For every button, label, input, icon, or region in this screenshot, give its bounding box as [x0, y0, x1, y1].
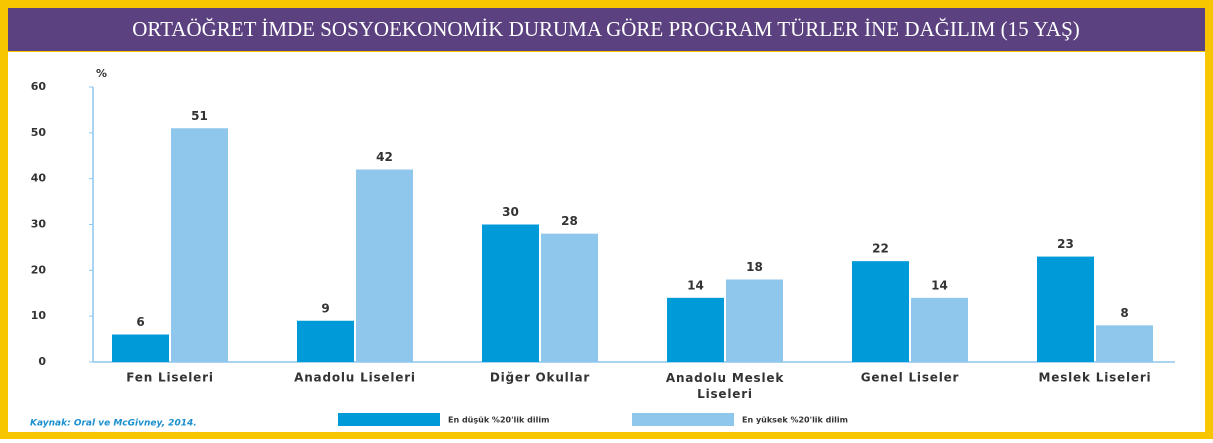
- value-label: 28: [561, 214, 578, 228]
- chart-title: ORTAÖĞRET İMDE SOSYOEKONOMİK DURUMA GÖRE…: [132, 17, 1080, 41]
- bar: [171, 128, 228, 362]
- legend-swatch: [338, 413, 440, 426]
- value-label: 42: [376, 150, 393, 164]
- value-label: 22: [872, 242, 889, 256]
- source-note: Kaynak: Oral ve McGivney, 2014.: [30, 419, 197, 429]
- value-label: 23: [1057, 237, 1074, 251]
- y-tick-label: 0: [38, 355, 46, 368]
- legend-swatch: [632, 413, 734, 426]
- legend-label: En düşük %20'lik dilim: [448, 416, 549, 425]
- bar: [667, 297, 724, 362]
- y-tick-label: 40: [31, 172, 47, 185]
- bar: [1037, 256, 1094, 362]
- title-bar: [8, 8, 1205, 51]
- bar: [112, 334, 169, 362]
- y-tick-label: 60: [31, 80, 47, 93]
- bar: [852, 261, 909, 362]
- bar: [297, 320, 354, 362]
- legend-label: En yüksek %20'lik dilim: [742, 416, 848, 425]
- value-label: 30: [502, 205, 519, 219]
- y-axis-label: %: [96, 67, 107, 80]
- x-tick-label: Diğer Okullar: [490, 371, 590, 385]
- value-label: 9: [321, 301, 329, 315]
- x-tick-label: Anadolu Meslek Liseleri: [666, 371, 784, 401]
- x-tick-label: Fen Liseleri: [126, 371, 214, 385]
- value-label: 8: [1120, 306, 1128, 320]
- value-label: 14: [687, 278, 704, 292]
- y-tick-label: 20: [31, 263, 47, 276]
- y-tick-label: 30: [31, 218, 47, 231]
- y-tick-label: 50: [31, 126, 47, 139]
- bar: [541, 233, 598, 362]
- x-tick-label: Anadolu Liseleri: [294, 371, 416, 385]
- bar: [356, 169, 413, 362]
- x-tick-label: Genel Liseler: [861, 371, 960, 385]
- y-tick-label: 10: [31, 309, 47, 322]
- bar: [911, 297, 968, 362]
- x-tick-label: Meslek Liseleri: [1039, 371, 1152, 385]
- value-label: 18: [746, 260, 763, 274]
- value-label: 51: [191, 109, 208, 123]
- value-label: 14: [931, 278, 948, 292]
- value-label: 6: [136, 315, 144, 329]
- bar: [482, 224, 539, 362]
- bar: [726, 279, 783, 362]
- bar: [1096, 325, 1153, 362]
